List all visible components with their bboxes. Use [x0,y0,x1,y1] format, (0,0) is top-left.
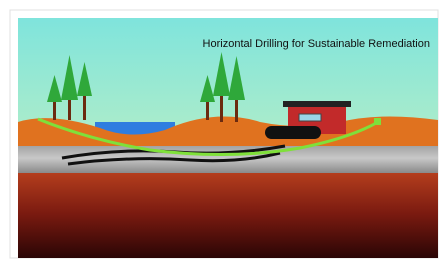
wellhead [374,118,381,125]
soil [18,170,438,258]
illustration-frame: Horizontal Drilling for Sustainable Reme… [0,0,448,264]
page: Horizontal Drilling for Sustainable Reme… [0,0,448,264]
title: Horizontal Drilling for Sustainable Reme… [203,38,430,50]
tank [265,126,321,139]
rock-layer [18,143,438,173]
